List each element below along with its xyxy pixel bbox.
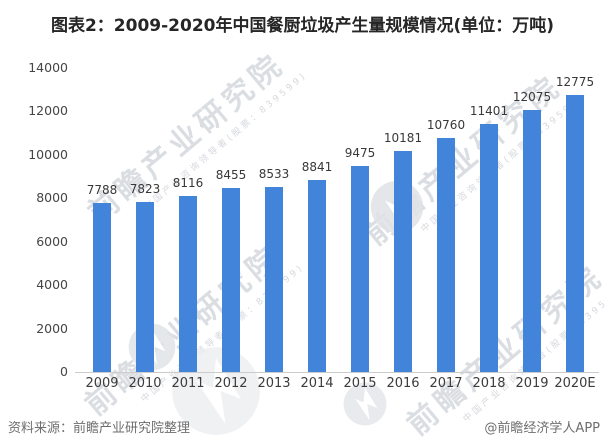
x-axis-tick-label: 2010 xyxy=(128,376,162,391)
x-axis-tick-label: 2009 xyxy=(85,376,119,391)
bar xyxy=(351,166,369,372)
bar xyxy=(93,203,111,372)
bar xyxy=(265,187,283,372)
bar-value-label: 10181 xyxy=(383,131,423,145)
bar xyxy=(308,180,326,372)
x-axis-tick-label: 2018 xyxy=(472,376,506,391)
bar-value-label: 10760 xyxy=(426,118,466,132)
bar-value-label: 8533 xyxy=(258,167,290,181)
chart-footer: 资料来源：前瞻产业研究院整理 @前瞻经济学人APP xyxy=(0,415,605,437)
source-note: 资料来源：前瞻产业研究院整理 xyxy=(8,421,191,436)
bar-value-label: 9475 xyxy=(344,146,376,160)
y-axis-tick-label: 10000 xyxy=(28,146,68,162)
y-axis-tick-label: 8000 xyxy=(36,190,68,206)
bar-value-label: 8455 xyxy=(215,168,247,182)
x-axis-tick-label: 2013 xyxy=(257,376,291,391)
bar xyxy=(394,151,412,372)
y-axis-tick-label: 12000 xyxy=(28,103,68,119)
bar xyxy=(222,188,240,372)
y-axis-tick-label: 6000 xyxy=(36,233,68,249)
y-axis-tick-label: 0 xyxy=(60,364,68,379)
x-axis-tick-label: 2020E xyxy=(554,376,596,391)
bar xyxy=(179,196,197,372)
bar xyxy=(523,110,541,372)
bar xyxy=(136,202,154,372)
bar xyxy=(566,95,584,372)
bar-value-label: 12775 xyxy=(555,75,595,89)
bar-value-label: 12075 xyxy=(512,90,552,104)
chart-title: 图表2：2009-2020年中国餐厨垃圾产生量规模情况(单位：万吨) xyxy=(50,16,555,36)
bar-value-label: 8116 xyxy=(172,176,204,190)
bar-value-label: 7788 xyxy=(86,183,118,197)
x-axis-tick-label: 2017 xyxy=(429,376,463,391)
x-axis-tick-label: 2019 xyxy=(515,376,549,391)
x-axis-tick-label: 2016 xyxy=(386,376,420,391)
x-axis-line xyxy=(75,372,599,373)
x-axis-tick-label: 2014 xyxy=(300,376,334,391)
y-axis-tick-label: 14000 xyxy=(28,60,68,75)
bar xyxy=(480,124,498,372)
bar xyxy=(437,138,455,372)
y-axis-tick-label: 4000 xyxy=(36,277,68,293)
y-axis-tick-label: 2000 xyxy=(36,320,68,336)
app-credit: @前瞻经济学人APP xyxy=(484,421,600,436)
bar-value-label: 7823 xyxy=(129,182,161,196)
bar-value-label: 8841 xyxy=(301,160,333,174)
bar-value-label: 11401 xyxy=(469,104,509,118)
